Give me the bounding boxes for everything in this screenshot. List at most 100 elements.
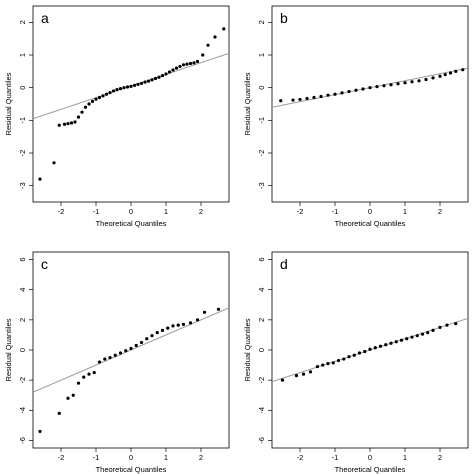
x-tick-label: -2 bbox=[297, 453, 304, 462]
x-tick-label: 1 bbox=[164, 207, 168, 216]
qq-point bbox=[87, 372, 91, 376]
panel-label: d bbox=[280, 256, 288, 272]
qq-point bbox=[195, 318, 200, 322]
qq-point bbox=[118, 351, 123, 355]
y-tick-label: -2 bbox=[18, 377, 27, 384]
panel-b: b -2 -1 0 1 2 -3 -2 -1 0 1 2 Theoretical Quantiles Re… bbox=[243, 5, 469, 228]
qq-point bbox=[405, 337, 409, 341]
x-tick-label: 0 bbox=[368, 453, 372, 462]
x-tick-label: 1 bbox=[164, 453, 168, 462]
x-axis-title: Theoretical Quantiles bbox=[96, 219, 167, 228]
qq-point bbox=[375, 85, 379, 89]
qq-point bbox=[454, 69, 458, 73]
qq-point bbox=[399, 338, 404, 342]
qq-point bbox=[57, 411, 61, 415]
qq-point bbox=[82, 375, 86, 379]
qq-point bbox=[426, 331, 430, 335]
qq-point bbox=[103, 357, 107, 361]
qq-point bbox=[80, 110, 84, 114]
qq-point bbox=[415, 334, 419, 338]
plot-frame bbox=[32, 5, 230, 203]
qq-point bbox=[145, 337, 149, 341]
qq-point bbox=[155, 331, 159, 335]
qq-point bbox=[340, 91, 344, 95]
plot-frame bbox=[271, 5, 469, 203]
qq-point bbox=[129, 84, 133, 88]
qq-point bbox=[368, 347, 372, 351]
qq-point bbox=[143, 80, 147, 84]
qq-point bbox=[139, 340, 144, 345]
y-tick-label: -2 bbox=[257, 377, 266, 384]
plot-area bbox=[272, 317, 468, 383]
qq-point bbox=[171, 324, 175, 328]
qq-point bbox=[69, 121, 74, 125]
qq-point bbox=[66, 396, 70, 400]
qq-point bbox=[301, 372, 306, 376]
x-axis-title: Theoretical Quantiles bbox=[96, 465, 167, 474]
qq-point bbox=[454, 322, 458, 326]
qq-point bbox=[122, 86, 126, 90]
qq-point bbox=[410, 335, 414, 339]
qq-point bbox=[315, 364, 320, 369]
qq-point bbox=[202, 310, 207, 314]
y-axis-title: Residual Quantiles bbox=[243, 318, 252, 381]
qq-point bbox=[195, 59, 200, 64]
qq-point bbox=[373, 346, 377, 350]
y-tick-label: 1 bbox=[18, 53, 27, 57]
qq-point bbox=[52, 161, 56, 165]
x-tick-label: -1 bbox=[332, 207, 339, 216]
qq-point bbox=[166, 326, 170, 330]
y-axis-title: Residual Quantiles bbox=[4, 318, 13, 381]
y-tick-label: 0 bbox=[257, 348, 266, 352]
y-tick-label: -2 bbox=[18, 150, 27, 157]
panel-a: a -2 -1 0 1 2 -3 -2 -1 0 1 2 Theoretical Quantiles Re… bbox=[4, 5, 230, 228]
y-tick-label: 2 bbox=[18, 20, 27, 24]
qq-point bbox=[73, 120, 77, 124]
qq-point bbox=[118, 87, 123, 91]
y-tick-label: 4 bbox=[257, 288, 266, 292]
qq-point bbox=[97, 95, 102, 100]
qq-point bbox=[394, 340, 398, 344]
qq-point bbox=[363, 349, 367, 354]
qq-point bbox=[176, 323, 180, 327]
qq-point bbox=[347, 89, 351, 94]
qq-point bbox=[431, 76, 435, 80]
x-tick-label: 0 bbox=[129, 207, 133, 216]
qq-point bbox=[357, 351, 362, 355]
qq-point bbox=[448, 71, 453, 75]
x-tick-label: 2 bbox=[438, 453, 442, 462]
qq-point bbox=[443, 73, 447, 77]
qq-point bbox=[174, 66, 179, 70]
qq-point bbox=[298, 97, 302, 102]
qq-point bbox=[167, 70, 172, 74]
qq-point bbox=[139, 81, 144, 86]
panel-d: d -2 -1 0 1 2 -6 -4 -2 0 2 4 6 Theoretical Quantiles R… bbox=[243, 251, 469, 474]
qq-point bbox=[417, 79, 421, 83]
y-tick-label: 2 bbox=[257, 318, 266, 322]
x-tick-label: -2 bbox=[58, 453, 65, 462]
x-tick-label: 0 bbox=[368, 207, 372, 216]
qq-point bbox=[347, 355, 351, 359]
y-tick-label: 2 bbox=[18, 318, 27, 322]
y-tick-label: 1 bbox=[257, 53, 266, 57]
qq-point bbox=[410, 80, 414, 84]
qq-point bbox=[164, 72, 168, 76]
qq-point bbox=[111, 89, 116, 93]
qq-point bbox=[97, 360, 102, 364]
x-tick-label: -1 bbox=[332, 453, 339, 462]
y-tick-label: -1 bbox=[257, 117, 266, 124]
qq-point bbox=[331, 361, 335, 365]
x-tick-label: -2 bbox=[297, 207, 304, 216]
qq-point bbox=[342, 357, 346, 361]
x-tick-label: 2 bbox=[199, 453, 203, 462]
y-axis-title: Residual Quantiles bbox=[4, 72, 13, 135]
qq-point bbox=[438, 74, 442, 78]
qq-point bbox=[57, 123, 61, 127]
y-tick-label: -1 bbox=[18, 117, 27, 124]
qq-point bbox=[361, 87, 365, 91]
y-tick-label: -2 bbox=[257, 150, 266, 157]
panel-label: a bbox=[41, 10, 49, 26]
qq-point bbox=[129, 346, 133, 351]
qq-point bbox=[153, 76, 158, 81]
